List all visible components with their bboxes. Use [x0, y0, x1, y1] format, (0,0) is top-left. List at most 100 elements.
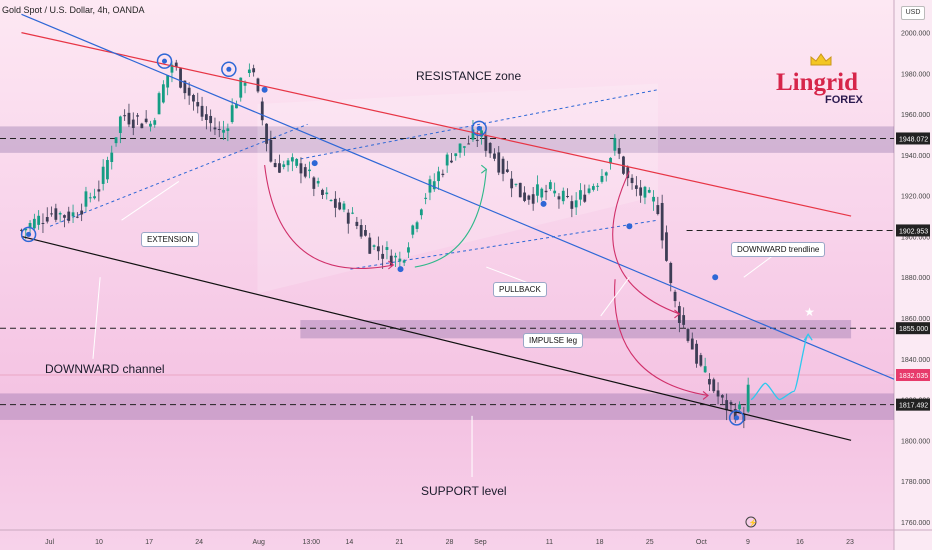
candle-body — [67, 211, 71, 221]
y-tick-label: 2000.000 — [901, 31, 930, 38]
candle-body — [265, 123, 268, 144]
candle-body — [41, 222, 45, 224]
logo-text: Lingrid — [776, 69, 858, 96]
candle-body — [192, 95, 195, 102]
pivot-dot — [161, 58, 167, 64]
y-tick-label: 1800.000 — [901, 438, 930, 445]
label-pointer-line — [600, 276, 630, 317]
x-tick-label: 25 — [646, 539, 654, 546]
candle-body — [260, 101, 264, 121]
candle-body — [308, 169, 311, 172]
y-tick-label: 1960.000 — [901, 112, 930, 119]
projection-path — [750, 333, 809, 401]
pivot-circle-marker — [156, 53, 173, 69]
candle-body — [574, 200, 578, 208]
pivot-dot — [226, 66, 232, 72]
y-tick-label: 1760.000 — [901, 520, 930, 527]
candle-body — [333, 198, 337, 208]
candle-body — [699, 355, 703, 366]
currency-button[interactable]: USD — [901, 6, 925, 20]
candle-body — [682, 315, 686, 325]
candle-body — [647, 189, 651, 193]
extension-arrow-head — [388, 260, 395, 270]
impulse-arrow-head — [702, 391, 709, 400]
lingrid-logo: Lingrid FOREX — [776, 53, 863, 106]
candle-body — [673, 291, 677, 302]
y-tick-label: 1860.000 — [901, 316, 930, 323]
candle-body — [540, 188, 544, 198]
candle-body — [230, 105, 234, 123]
candle-body — [247, 69, 251, 73]
price-tag-label: 1817.492 — [899, 403, 928, 410]
price-tag — [896, 398, 930, 411]
candle-body — [544, 190, 548, 193]
candle-body — [290, 157, 294, 162]
candle-body — [187, 87, 191, 96]
label-pointer-line — [121, 181, 180, 221]
candle-body — [243, 82, 247, 86]
candle-body — [123, 115, 127, 117]
candle-body — [437, 171, 440, 182]
candle-body — [669, 262, 673, 284]
price-tag-label: 1832.035 — [899, 373, 928, 380]
x-tick-label: 24 — [195, 539, 203, 546]
candle-body — [286, 160, 290, 166]
candle-body — [398, 258, 402, 262]
candle-body — [359, 225, 363, 237]
candle-body — [505, 169, 509, 172]
x-tick-label: Jul — [45, 539, 54, 546]
candle-body — [725, 400, 729, 411]
pivot-circle-marker — [728, 410, 745, 426]
candle-body — [37, 215, 41, 225]
candle-body — [484, 135, 488, 151]
candle-body — [497, 152, 501, 173]
pullback-arrow-head — [480, 164, 488, 174]
candle-body — [101, 166, 105, 184]
y-tick-label: 1980.000 — [901, 71, 930, 78]
candle-body — [729, 402, 733, 405]
lightning-glyph: ⚡ — [748, 518, 757, 527]
candle-body — [471, 129, 475, 140]
impulse-arrow — [614, 279, 709, 397]
pullback-upper-line — [300, 89, 659, 160]
candle-body — [462, 146, 466, 148]
candle-body — [458, 143, 462, 153]
candle-body — [703, 366, 707, 373]
candle-body — [488, 142, 492, 154]
candle-body — [407, 247, 410, 253]
x-tick-label: 14 — [345, 539, 353, 546]
candle-body — [376, 246, 380, 252]
candle-body — [110, 152, 114, 163]
candle-body — [514, 183, 518, 185]
x-tick-label: Aug — [252, 539, 265, 546]
candle-body — [282, 164, 286, 167]
candle-body — [226, 128, 230, 132]
candle-body — [355, 221, 359, 226]
candle-body — [600, 176, 604, 182]
x-tick-label: 21 — [396, 539, 404, 546]
x-tick-label: 9 — [746, 539, 750, 546]
touch-dot — [397, 266, 404, 273]
candle-body — [174, 62, 178, 67]
candle-body — [183, 80, 187, 94]
candle-body — [364, 230, 367, 236]
candle-body — [733, 408, 737, 420]
touch-dot — [540, 200, 547, 207]
candle-body — [88, 197, 92, 199]
resistance-line — [21, 32, 852, 217]
candle-body — [239, 77, 243, 98]
candle-body — [531, 194, 535, 204]
candle-body — [140, 123, 144, 129]
candle-body — [63, 215, 66, 218]
touch-dot — [261, 86, 268, 93]
candle-body — [553, 190, 557, 194]
candle-body — [161, 84, 165, 103]
target-star-icon: ★ — [804, 305, 815, 319]
candle-body — [278, 163, 281, 173]
touch-dot — [712, 274, 719, 281]
y-tick-label: 1880.000 — [901, 275, 930, 282]
x-tick-label: 13:00 — [303, 539, 321, 546]
candle-body — [609, 157, 612, 164]
candle-body — [695, 343, 698, 364]
